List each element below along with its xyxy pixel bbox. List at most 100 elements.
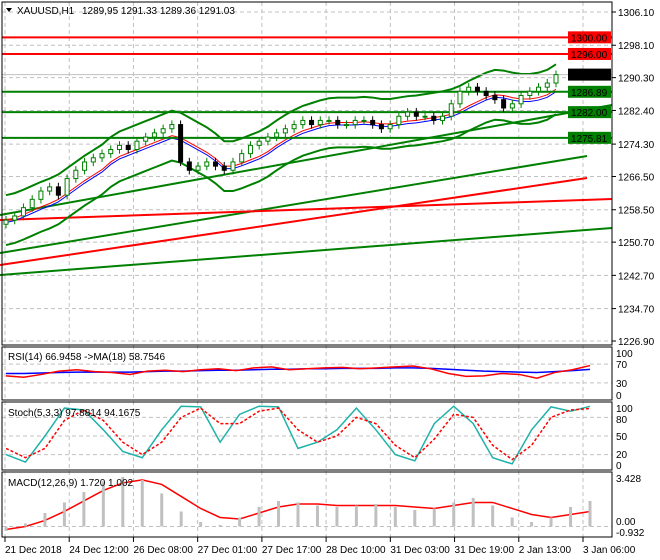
level-label: 1275.81 — [571, 134, 608, 145]
candle — [492, 94, 498, 101]
level-label: 1282.00 — [571, 108, 608, 119]
candle — [300, 119, 306, 126]
candle — [151, 132, 157, 138]
candle — [64, 178, 70, 196]
candle — [422, 115, 428, 118]
y-tick-label: 1290.30 — [618, 74, 655, 85]
candle — [47, 186, 53, 192]
y-tick-label: 70 — [616, 360, 628, 371]
candle — [90, 157, 96, 163]
macd-label: MACD(12,26,9) 1.720 1.002 — [8, 478, 134, 489]
y-tick-label: 0 — [616, 461, 622, 472]
x-tick-label: 31 Dec 19:00 — [455, 545, 515, 556]
y-tick-label: 3.428 — [616, 474, 641, 485]
candle — [387, 124, 393, 130]
x-tick-label: 28 Dec 10:00 — [326, 545, 386, 556]
candle — [239, 153, 245, 163]
candle — [247, 144, 253, 155]
level-label-bg — [568, 85, 611, 98]
candle — [291, 124, 297, 130]
candle — [230, 161, 236, 171]
candle — [326, 119, 332, 122]
candle — [195, 165, 201, 171]
stoch-main-line — [5, 405, 591, 465]
candle — [343, 124, 349, 127]
collapse-triangle-icon[interactable] — [6, 8, 12, 12]
y-tick-label: 100 — [616, 349, 633, 360]
candle — [221, 165, 227, 171]
y-tick-label: 50 — [616, 432, 628, 443]
stoch-label: Stoch(5,3,3) 97.8814 94.1675 — [8, 408, 141, 419]
pane-frame-1 — [1, 346, 613, 401]
y-tick-label: 0.00 — [616, 517, 636, 528]
pane-frame-2 — [1, 401, 613, 471]
candle — [553, 74, 559, 84]
candle — [186, 161, 192, 171]
candle — [160, 128, 166, 134]
y-tick-label: 1234.70 — [618, 305, 655, 316]
candle — [204, 161, 210, 167]
candle — [282, 128, 288, 134]
candle — [134, 140, 140, 150]
candle — [440, 115, 446, 121]
y-tick-label: 1242.70 — [618, 271, 655, 282]
y-tick-label: 30 — [616, 379, 628, 390]
y-tick-label: 1258.50 — [618, 206, 655, 217]
candle — [29, 198, 35, 209]
rsi-label: RSI(14) 66.9458 ->MA(18) 58.7546 — [8, 352, 165, 363]
y-tick-label: 0 — [616, 391, 622, 402]
rsi-line — [5, 364, 591, 379]
y-tick-label: 1306.10 — [618, 8, 655, 19]
x-tick-label: 31 Dec 03:00 — [390, 545, 450, 556]
candle — [317, 119, 323, 126]
candle — [335, 119, 341, 126]
candle — [12, 215, 18, 221]
bollinger-lower — [5, 113, 557, 247]
level-label-bg — [568, 131, 611, 144]
candle — [370, 119, 376, 126]
candle — [413, 111, 419, 117]
level-label: 1286.89 — [571, 88, 608, 99]
candle — [55, 186, 61, 196]
trend-line — [0, 155, 588, 254]
candle — [73, 169, 79, 180]
trend-line — [0, 104, 613, 216]
candle — [431, 115, 437, 121]
stoch-signal-line — [5, 407, 591, 461]
ohlc-label: 1289,95 1291.33 1289.36 1291.03 — [82, 6, 235, 17]
candle — [457, 90, 463, 105]
ma-line-2 — [5, 91, 557, 224]
pane-frame-0 — [1, 1, 613, 346]
level-label-bg — [568, 106, 611, 119]
candle — [256, 140, 262, 146]
candle — [448, 103, 454, 117]
y-tick-label: 1274.30 — [618, 140, 655, 151]
y-tick-label: 1298.10 — [618, 41, 655, 52]
candle — [309, 119, 315, 126]
y-tick-label: 1282.40 — [618, 106, 655, 117]
candle — [3, 219, 9, 225]
candle — [361, 119, 367, 122]
candle — [99, 153, 105, 159]
candle — [213, 161, 219, 167]
trend-line — [0, 227, 613, 276]
x-tick-label: 2 Jan 13:00 — [519, 545, 572, 556]
candle — [125, 144, 131, 150]
candle — [518, 94, 524, 105]
x-tick-label: 24 Dec 12:00 — [69, 545, 129, 556]
y-tick-label: -0.932 — [616, 528, 645, 539]
candle — [527, 90, 533, 96]
level-label-bg — [568, 68, 611, 81]
candle — [474, 86, 480, 92]
candle — [265, 136, 271, 142]
bollinger-upper — [5, 63, 557, 197]
x-tick-label: 27 Dec 01:00 — [198, 545, 258, 556]
candle — [396, 115, 402, 126]
level-label: 1296.00 — [571, 50, 608, 61]
x-tick-label: 27 Dec 17:00 — [262, 545, 322, 556]
symbol-label: XAUUSD,H1 — [17, 6, 75, 17]
candle — [509, 103, 515, 109]
candle — [352, 119, 358, 126]
